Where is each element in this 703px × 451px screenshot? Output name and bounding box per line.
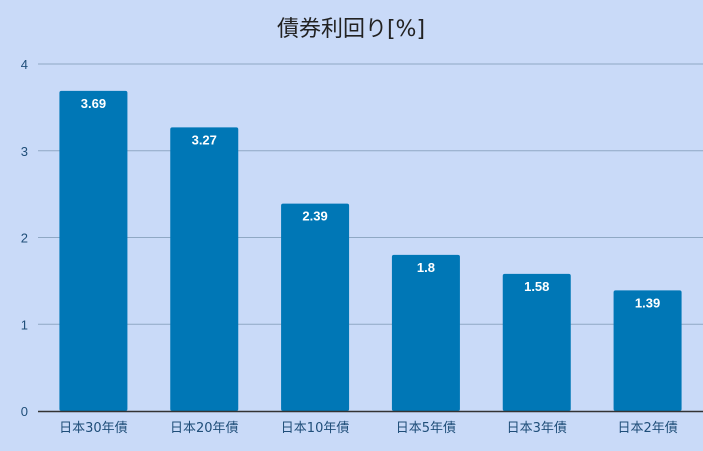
data-label: 1.8 — [417, 260, 435, 275]
x-tick-label: 日本20年債 — [170, 421, 239, 436]
x-tick-label: 日本3年債 — [507, 421, 567, 436]
data-label: 3.69 — [81, 96, 106, 111]
bar — [59, 90, 128, 411]
bar — [613, 290, 682, 411]
x-tick-label: 日本5年債 — [396, 421, 456, 436]
bars: 3.69 3.27 2.39 1.8 1.58 1.39 — [59, 90, 682, 411]
x-tick-label: 日本10年債 — [281, 421, 350, 436]
y-tick-label: 1 — [21, 317, 28, 332]
bar — [170, 127, 239, 411]
bar — [502, 273, 571, 411]
x-tick-label: 日本2年債 — [617, 421, 677, 436]
chart-title: 債券利回り[%] — [277, 17, 425, 42]
y-axis-ticks: 0 1 2 3 4 — [21, 57, 28, 419]
x-axis-labels: 日本30年債 日本20年債 日本10年債 日本5年債 日本3年債 日本2年債 — [59, 421, 678, 436]
data-label: 3.27 — [192, 132, 217, 147]
data-label: 1.58 — [524, 279, 549, 294]
data-label: 2.39 — [302, 209, 327, 224]
gridlines — [38, 63, 703, 325]
bar — [281, 203, 350, 411]
y-tick-label: 3 — [21, 144, 28, 159]
y-tick-label: 4 — [21, 57, 28, 72]
y-tick-label: 0 — [21, 404, 28, 419]
x-tick-label: 日本30年債 — [59, 421, 128, 436]
data-label: 1.39 — [635, 295, 660, 310]
y-tick-label: 2 — [21, 231, 28, 246]
bar — [391, 254, 460, 411]
